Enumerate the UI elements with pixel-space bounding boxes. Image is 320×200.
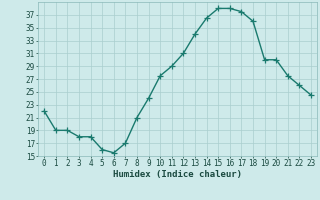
X-axis label: Humidex (Indice chaleur): Humidex (Indice chaleur) [113, 170, 242, 179]
